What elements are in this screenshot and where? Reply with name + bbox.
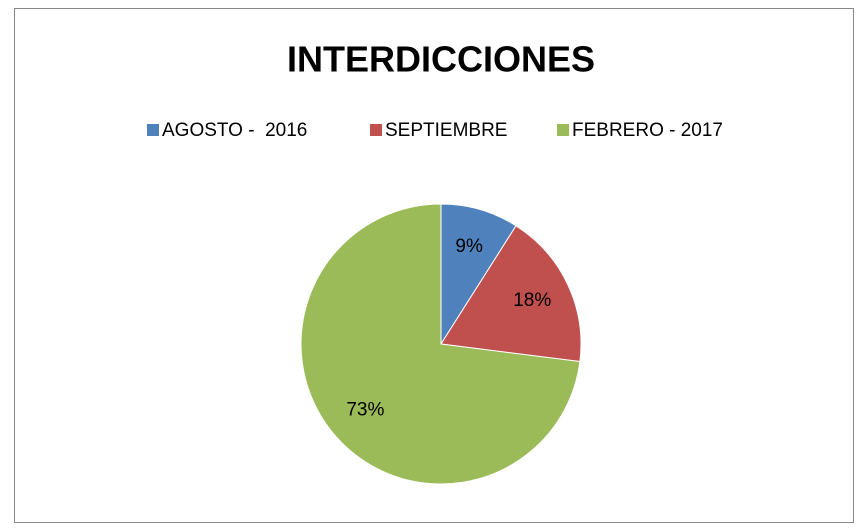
data-label: 18%: [513, 290, 551, 311]
legend-label: FEBRERO - 2017: [572, 120, 723, 141]
data-label: 73%: [346, 400, 384, 421]
legend-label: SEPTIEMBRE: [385, 120, 507, 141]
legend-swatch: [557, 124, 569, 136]
pie-slice: [300, 203, 581, 485]
legend-swatch: [147, 124, 159, 136]
legend-swatch: [370, 124, 382, 136]
chart-title: INTERDICCIONES: [287, 39, 595, 80]
legend-label: AGOSTO - 2016: [162, 120, 307, 141]
pie-slice: [440, 203, 517, 346]
data-label: 9%: [455, 236, 483, 257]
pie-slice: [440, 225, 582, 363]
